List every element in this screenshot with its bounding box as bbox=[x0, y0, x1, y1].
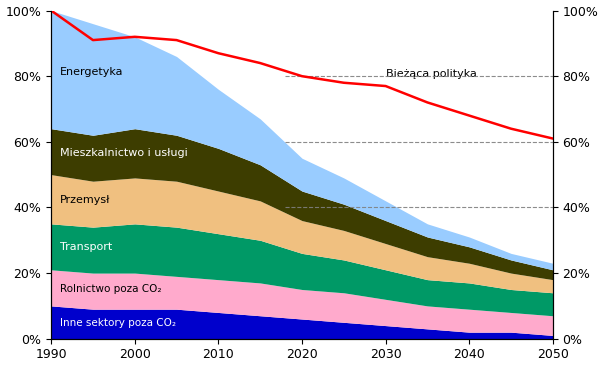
Text: Bieżąca polityka: Bieżąca polityka bbox=[385, 69, 477, 80]
Text: Inne sektory poza CO₂: Inne sektory poza CO₂ bbox=[60, 318, 176, 328]
Text: Rolnictwo poza CO₂: Rolnictwo poza CO₂ bbox=[60, 284, 161, 294]
Text: Transport: Transport bbox=[60, 243, 112, 252]
Text: Mieszkalnictwo i usługi: Mieszkalnictwo i usługi bbox=[60, 148, 187, 158]
Text: Przemysł: Przemysł bbox=[60, 195, 110, 205]
Text: Energetyka: Energetyka bbox=[60, 66, 123, 77]
